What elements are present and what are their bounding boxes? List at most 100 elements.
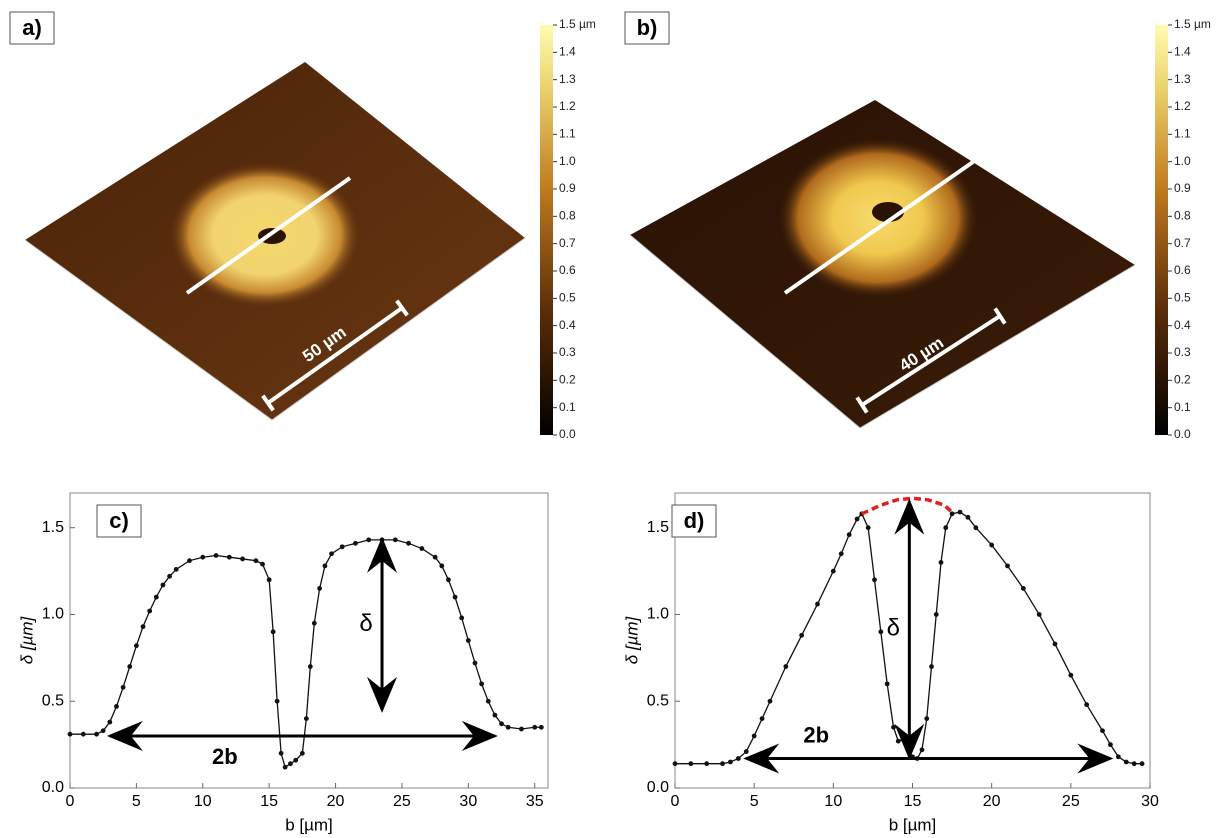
data-point — [274, 698, 280, 704]
x-tick-label: 25 — [393, 793, 411, 810]
y-tick-label: 1.5 — [42, 519, 64, 536]
panel-label: b) — [637, 15, 658, 40]
data-point — [293, 757, 299, 763]
data-point — [672, 761, 678, 767]
data-point — [505, 724, 511, 730]
data-point — [114, 704, 119, 709]
data-point — [147, 608, 153, 614]
colorbar-tick-label: 0.0 — [559, 427, 576, 441]
data-point — [80, 731, 86, 737]
colorbar-tick-label: 0.3 — [559, 345, 576, 359]
data-point — [759, 716, 765, 721]
data-point — [938, 560, 944, 565]
data-point — [366, 537, 372, 543]
y-axis-label: δ [µm] — [622, 615, 641, 664]
data-point — [492, 712, 498, 718]
x-tick-label: 10 — [194, 793, 212, 810]
data-point — [446, 577, 451, 583]
data-point — [830, 568, 836, 574]
data-point — [278, 750, 284, 756]
y-tick-label: 1.0 — [42, 606, 64, 623]
data-point — [167, 573, 172, 579]
data-point — [392, 537, 398, 543]
data-point — [919, 747, 925, 753]
data-point — [299, 750, 305, 756]
data-point — [485, 698, 491, 704]
x-axis-label: b [µm] — [889, 815, 937, 834]
x-tick-label: 5 — [132, 793, 141, 810]
data-point — [688, 761, 694, 767]
colorbar-tick-label: 1.4 — [1174, 45, 1191, 59]
data-point — [322, 563, 328, 569]
x-tick-label: 10 — [824, 793, 842, 810]
data-point — [260, 561, 265, 567]
panel-label: c) — [109, 508, 129, 533]
scale-bar-end — [855, 396, 869, 414]
data-point — [307, 664, 313, 669]
colorbar-tick-label: 0.7 — [1174, 236, 1191, 250]
data-point — [891, 724, 896, 730]
data-point — [1123, 759, 1129, 765]
data-line — [70, 539, 542, 769]
data-point — [538, 724, 544, 730]
colorbar-tick-label: 0.9 — [1174, 181, 1191, 195]
scale-bar-end — [993, 307, 1007, 325]
data-point — [519, 726, 524, 732]
colorbar-tick-label: 0.8 — [559, 209, 576, 223]
data-point — [311, 620, 317, 626]
data-point — [965, 514, 971, 520]
data-point — [767, 698, 773, 704]
data-point — [751, 733, 757, 739]
data-point — [452, 594, 458, 600]
data-point — [173, 566, 179, 572]
colorbar-tick-label: 1.4 — [559, 45, 576, 59]
y-tick-label: 1.0 — [647, 606, 669, 623]
colorbar-tick-label: 1.1 — [559, 127, 576, 141]
data-point — [1020, 586, 1026, 591]
data-point — [127, 664, 133, 669]
x-axis-label: b [µm] — [285, 815, 333, 834]
plane-edge — [629, 234, 1136, 429]
data-point — [353, 540, 358, 546]
plot-frame — [674, 492, 1151, 789]
data-point — [884, 681, 890, 687]
data-point — [838, 551, 844, 557]
x-tick-label: 15 — [904, 793, 922, 810]
data-point — [973, 525, 979, 531]
colorbar — [540, 25, 553, 435]
x-tick-label: 15 — [260, 793, 278, 810]
panel-label: d) — [684, 508, 705, 533]
colorbar-tick-label: 0.5 — [1174, 291, 1191, 305]
scale-bar — [266, 306, 404, 405]
annotation: δ — [887, 615, 900, 642]
colorbar-tick-label: 0.2 — [1174, 373, 1191, 387]
colorbar-tick-label: 0.8 — [1174, 209, 1191, 223]
panel-label-box — [9, 11, 55, 45]
x-tick-label: 20 — [327, 793, 345, 810]
data-point — [878, 629, 884, 635]
colorbar-tick-label: 1.3 — [1174, 72, 1191, 86]
colorbar-tick-label: 0.5 — [559, 291, 576, 305]
data-point — [499, 721, 504, 727]
colorbar-tick-label: 0.6 — [1174, 263, 1191, 277]
data-point — [282, 764, 288, 770]
data-point — [329, 551, 334, 557]
data-point — [943, 525, 949, 531]
data-point — [872, 577, 877, 583]
panel-label-box — [96, 504, 142, 538]
data-point — [799, 632, 805, 638]
data-point — [1068, 672, 1074, 678]
data-point — [479, 681, 485, 687]
y-tick-label: 1.5 — [647, 519, 669, 536]
data-point — [120, 684, 126, 690]
data-point — [704, 761, 710, 767]
data-point — [266, 577, 272, 583]
data-point — [949, 511, 955, 517]
colorbar — [1155, 25, 1168, 435]
data-point — [133, 643, 139, 649]
data-point — [187, 558, 192, 564]
profile-line — [783, 153, 985, 295]
data-point — [1005, 563, 1010, 569]
data-point — [743, 749, 749, 754]
panel-label: a) — [22, 15, 42, 40]
